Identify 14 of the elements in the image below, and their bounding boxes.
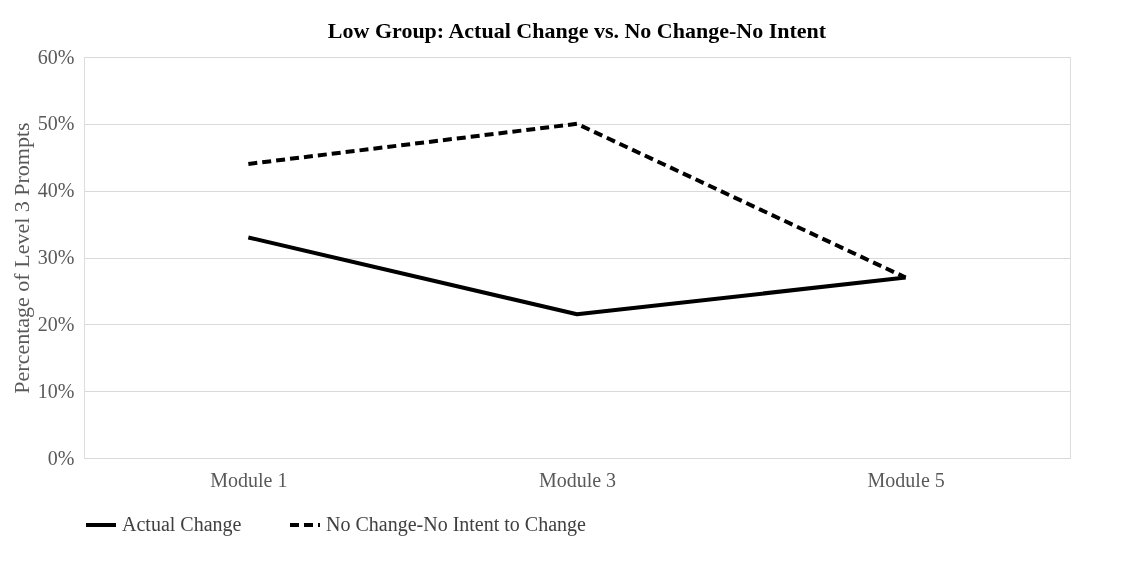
y-tick-label: 50% bbox=[37, 112, 75, 135]
legend-label: Actual Change bbox=[122, 513, 242, 536]
x-tick-label: Module 5 bbox=[867, 468, 945, 491]
legend-label: No Change-No Intent to Change bbox=[326, 513, 587, 536]
x-tick-label: Module 1 bbox=[210, 468, 288, 491]
chart-title: Low Group: Actual Change vs. No Change-No Intent bbox=[327, 18, 827, 43]
x-tick-label: Module 3 bbox=[538, 468, 617, 491]
y-tick-label: 0% bbox=[47, 446, 75, 469]
y-tick-label: 60% bbox=[37, 45, 75, 68]
y-axis-title: Percentage of Level 3 Prompts bbox=[8, 122, 34, 394]
y-tick-label: 20% bbox=[37, 312, 75, 335]
y-tick-label: 10% bbox=[37, 379, 75, 402]
y-tick-label: 30% bbox=[37, 246, 75, 268]
y-tick-label: 40% bbox=[37, 179, 75, 202]
